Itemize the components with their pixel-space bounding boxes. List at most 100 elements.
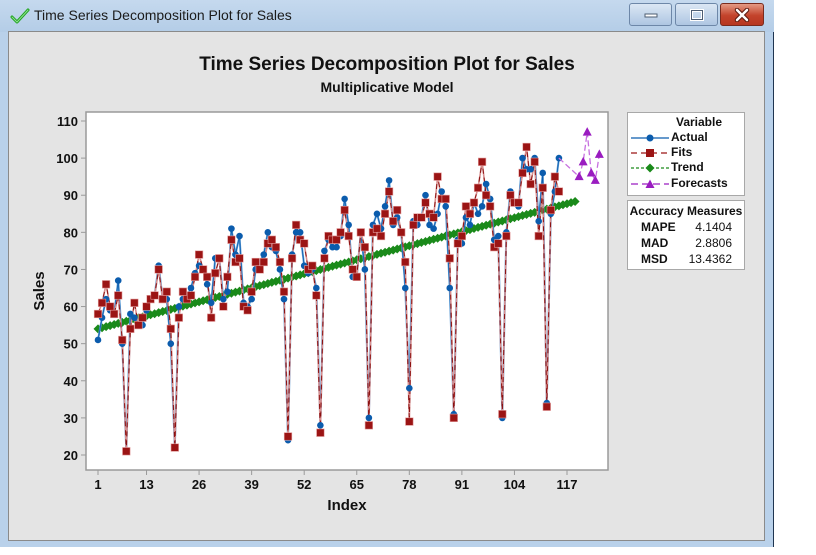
fits-point — [101, 280, 111, 289]
fits-point — [174, 313, 183, 322]
x-tick-label: 1 — [94, 477, 101, 492]
fits-point — [441, 194, 450, 204]
actual-point — [187, 284, 195, 292]
fits-point — [502, 231, 511, 241]
fits-point — [178, 287, 188, 296]
fits-point — [106, 302, 115, 311]
x-tick-label: 117 — [557, 477, 578, 492]
fits-point — [405, 417, 414, 426]
fits-point — [380, 209, 390, 218]
y-tick-label: 60 — [64, 300, 78, 315]
fits-point — [372, 224, 382, 233]
fits-point — [393, 205, 402, 215]
actual-point — [442, 203, 450, 210]
fits-point — [126, 324, 135, 333]
legend-item-trend: Trend — [628, 160, 744, 176]
y-tick-label: 100 — [56, 151, 78, 166]
fits-point — [542, 402, 551, 411]
x-tick-label: 39 — [244, 477, 258, 492]
fits-point — [97, 298, 107, 307]
minimize-button[interactable] — [629, 3, 672, 26]
fits-point — [154, 265, 163, 274]
fits-point — [433, 172, 442, 181]
actual-point — [203, 280, 211, 288]
fits-point — [534, 231, 543, 241]
actual-point — [361, 266, 369, 273]
fits-point — [554, 187, 564, 196]
fits-point — [316, 428, 325, 437]
y-axis-label: Sales — [31, 271, 48, 310]
forecast-point — [574, 171, 584, 181]
accuracy-row-mad: MAD 2.8806 — [641, 236, 732, 250]
actual-point — [175, 303, 183, 310]
fits-point — [207, 313, 216, 322]
x-tick-label: 104 — [504, 477, 526, 492]
fits-point — [457, 231, 466, 241]
fits-point — [170, 443, 179, 452]
fits-point — [110, 309, 119, 319]
actual-point — [207, 299, 215, 307]
fits-point — [506, 191, 515, 200]
actual-point — [482, 180, 490, 188]
actual-point — [406, 384, 413, 392]
fits-point — [409, 220, 418, 230]
actual-point — [167, 340, 175, 347]
actual-point — [94, 336, 102, 344]
y-tick-label: 50 — [64, 337, 78, 352]
close-button[interactable] — [720, 3, 764, 26]
fits-point — [312, 291, 321, 300]
actual-point — [131, 314, 138, 321]
fits-point — [401, 257, 410, 267]
fits-point — [122, 447, 131, 456]
legend: Variable Actual Fits Trend Forecasts — [627, 112, 745, 196]
actual-point — [381, 203, 389, 210]
actual-point — [313, 284, 320, 292]
fits-point — [421, 198, 430, 207]
actual-point — [345, 221, 352, 229]
y-tick-label: 40 — [64, 374, 78, 389]
checkmark-icon — [10, 8, 30, 24]
fits-point — [417, 213, 426, 222]
actual-point — [385, 177, 393, 184]
y-tick-label: 80 — [64, 225, 78, 240]
fits-point — [283, 432, 293, 441]
fits-point — [453, 239, 462, 248]
fits-point — [344, 231, 353, 241]
legend-item-fits: Fits — [628, 145, 744, 161]
actual-point — [260, 251, 268, 258]
fits-point — [130, 298, 139, 307]
actual-point — [321, 247, 328, 255]
square-marker-icon — [631, 149, 669, 157]
forecast-point — [590, 175, 600, 184]
fits-point — [199, 265, 208, 274]
actual-point — [519, 154, 526, 162]
title-bar[interactable]: Time Series Decomposition Plot for Sales — [0, 0, 774, 32]
fits-point — [494, 239, 503, 248]
actual-point — [228, 225, 235, 232]
fits-point — [429, 213, 438, 222]
fits-point — [518, 168, 527, 178]
chart-subtitle: Multiplicative Model — [320, 79, 454, 95]
fits-point — [486, 202, 495, 211]
x-tick-label: 78 — [402, 477, 416, 492]
maximize-button[interactable] — [675, 3, 718, 26]
fits-point — [93, 309, 103, 319]
actual-point — [333, 243, 340, 251]
fits-point — [538, 183, 547, 192]
fits-point — [138, 313, 147, 322]
fits-point — [227, 235, 236, 244]
fits-point — [469, 198, 479, 207]
fits-point — [211, 269, 220, 278]
fits-point — [449, 413, 458, 422]
maximize-icon — [676, 4, 717, 25]
legend-item-actual: Actual — [628, 130, 744, 146]
fits-point — [477, 157, 487, 166]
fits-point — [158, 295, 167, 304]
y-tick-label: 110 — [57, 114, 78, 129]
actual-point — [401, 284, 409, 292]
fits-point — [203, 272, 212, 281]
fits-point — [275, 257, 285, 267]
fits-point — [287, 254, 297, 263]
fits-point — [352, 272, 361, 281]
fits-point — [134, 321, 143, 330]
